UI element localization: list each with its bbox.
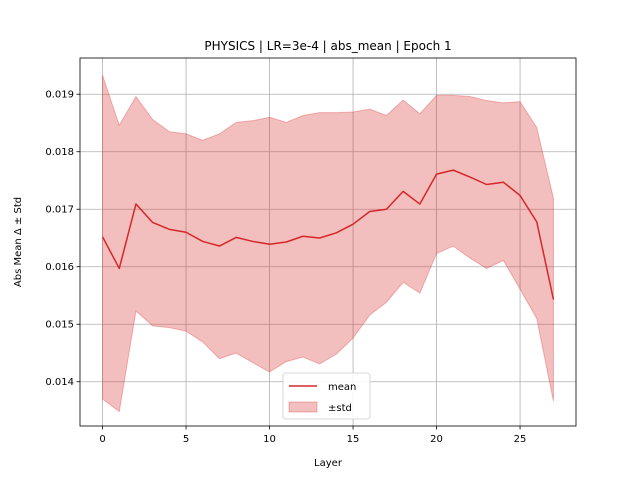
x-tick-label: 0 (99, 434, 105, 445)
y-tick-label: 0.017 (45, 205, 74, 216)
y-axis-ticks: 0.014 0.015 0.016 0.017 0.018 0.019 (45, 90, 80, 388)
std-band (102, 75, 554, 413)
x-tick-label: 20 (430, 434, 443, 445)
x-tick-label: 25 (514, 434, 527, 445)
std-band-group (102, 75, 554, 413)
plot-area (80, 58, 576, 426)
legend-std-label: ±std (328, 403, 352, 414)
x-tick-label: 10 (263, 434, 276, 445)
legend-mean-label: mean (328, 382, 356, 393)
legend: mean ±std (282, 372, 371, 420)
x-tick-label: 15 (347, 434, 360, 445)
y-tick-label: 0.015 (45, 320, 74, 331)
y-tick-label: 0.018 (45, 147, 74, 158)
mean-line (101, 169, 555, 300)
y-tick-label: 0.014 (45, 377, 74, 388)
plot-frame (79, 57, 577, 427)
legend-box (282, 372, 371, 420)
legend-std-swatch (288, 401, 318, 413)
y-tick-label: 0.019 (45, 90, 74, 101)
x-axis-ticks: 0 5 10 15 20 25 (99, 426, 526, 445)
y-tick-label: 0.016 (45, 262, 74, 273)
y-axis-label: Abs Mean Δ ± Std (13, 197, 24, 287)
chart-title: PHYSICS | LR=3e-4 | abs_mean | Epoch 1 (204, 39, 451, 53)
mean-line-group (101, 169, 555, 300)
x-tick-label: 5 (183, 434, 189, 445)
x-axis-label: Layer (314, 458, 343, 469)
